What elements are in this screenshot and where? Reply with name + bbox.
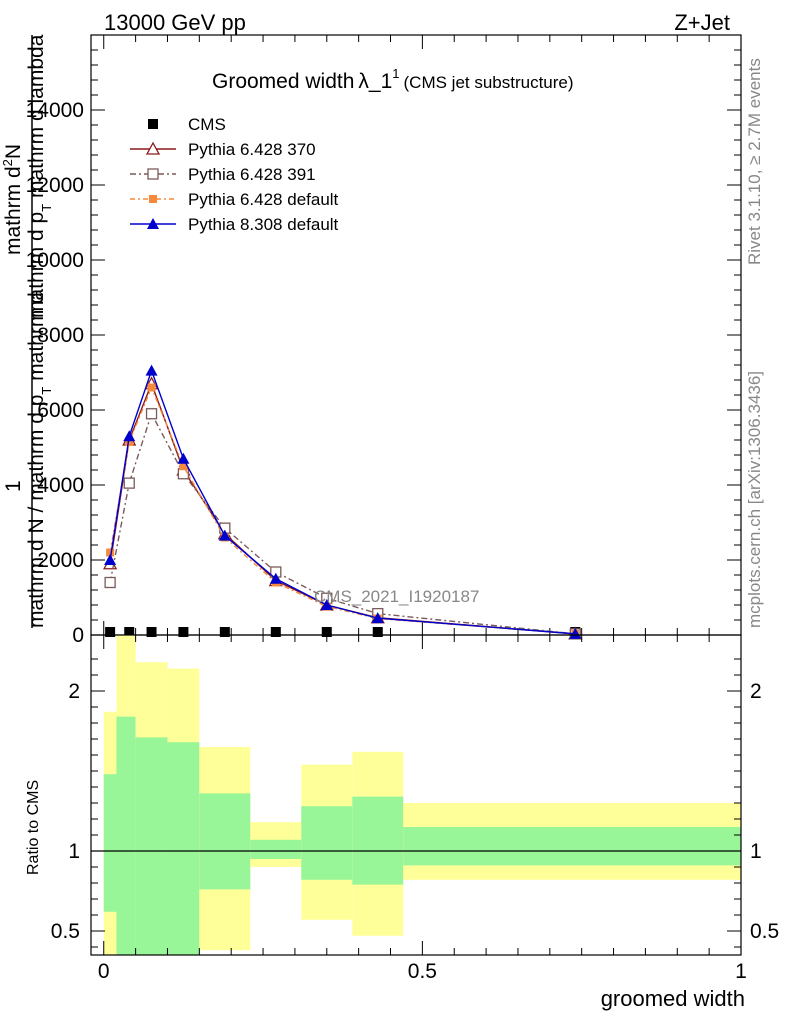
main-ytick-label: 14000 (26, 99, 84, 122)
ratio-plot-frame (90, 634, 742, 956)
data-point (106, 548, 115, 557)
ylabel-line2-b: mathrm d lambda (25, 34, 48, 204)
ratio-band-green (301, 806, 353, 880)
main-ytick-label: 6000 (37, 399, 84, 422)
ratio-band-green (403, 827, 741, 866)
ratio-band-green (116, 716, 136, 955)
data-point (146, 627, 157, 637)
legend-label: Pythia 6.428 default (188, 190, 339, 209)
data-point (123, 477, 135, 489)
ratio-ytick-label: 0.5 (51, 920, 80, 943)
header-right: Z+Jet (674, 10, 730, 35)
ratio-ytick-label: 1 (68, 840, 80, 863)
main-ytick-label: 12000 (26, 174, 84, 197)
ratio-axis-ticks (91, 635, 742, 955)
ylabel-denominator: mathrm d N / mathrm d pT mathrm d (25, 292, 54, 628)
ylabel-line1-sup: 2 (0, 159, 15, 166)
ratio-band-green (250, 839, 302, 859)
data-point (145, 364, 158, 376)
header-left: 13000 GeV pp (104, 10, 246, 35)
main-ylabel: 1 mathrm d2N mathrm d pT mathrm d lambda… (0, 34, 54, 628)
data-point (104, 576, 116, 589)
ratio-ytick-label-right: 0.5 (750, 920, 779, 943)
ratio-plot: 0 0.5 10.5 0.51 12 2 (51, 634, 779, 983)
main-ytick-label: 8000 (37, 324, 84, 347)
ratio-band-green (103, 774, 117, 912)
legend-marker (147, 168, 159, 180)
xtick-label: 1 (735, 960, 747, 983)
data-point (147, 383, 156, 392)
chart-title-suffix: (CMS jet substructure) (404, 73, 574, 92)
ratio-band-green (135, 737, 168, 955)
data-point (321, 627, 332, 637)
chart-title-text: Groomed width (212, 70, 354, 93)
data-point (320, 599, 333, 610)
main-plot: 0 2000 4000 6000 8000 10000 12000 14000 CMS_202… (26, 34, 742, 647)
data-point (372, 627, 383, 637)
data-point (123, 430, 136, 442)
x-axis-label: groomed width (601, 986, 745, 1011)
ratio-bands (91, 635, 741, 955)
ylabel-line1-a: mathrm d (2, 166, 25, 255)
legend-label: Pythia 6.428 391 (188, 165, 316, 184)
main-ytick-label: 4000 (37, 474, 84, 497)
xtick-label: 0 (98, 960, 110, 983)
data-point (104, 554, 117, 565)
ylabel-den-sub: T (39, 387, 54, 395)
ylabel-den-a: mathrm d N / mathrm d p (25, 395, 48, 628)
main-ytick-label: 10000 (26, 249, 84, 272)
ratio-band-green (199, 793, 251, 890)
ylabel-line2-sub: T (39, 204, 54, 212)
legend-marker (145, 141, 161, 155)
chart-title-symbol: λ_1 (358, 70, 392, 93)
xtick-label: 0.5 (408, 960, 437, 983)
ylabel-line1: mathrm d2N (0, 144, 25, 255)
legend-label: CMS (188, 115, 226, 134)
data-point (219, 627, 230, 637)
ratio-tick-labels: 0 0.5 10.5 0.51 12 2 (51, 680, 779, 983)
ylabel-line2: mathrm d pT mathrm d lambda (25, 34, 54, 318)
ylabel-one: 1 (2, 480, 25, 492)
main-series-group (103, 364, 583, 640)
ratio-band-green (167, 742, 200, 955)
legend-label: Pythia 8.308 default (188, 215, 339, 234)
mcplots-text: mcplots.cern.ch [arXiv:1306.3436] (745, 371, 764, 628)
data-point (124, 627, 135, 637)
data-point (269, 572, 282, 584)
data-point (179, 462, 188, 471)
data-point (125, 437, 134, 446)
legend-marker (147, 218, 159, 229)
ratio-band-green (352, 796, 404, 885)
main-ytick-label: 2000 (37, 549, 84, 572)
data-point (569, 627, 582, 639)
analysis-watermark: CMS_2021_I1920187 (314, 587, 479, 606)
data-point (178, 627, 189, 637)
data-point (105, 627, 116, 637)
data-point (177, 452, 190, 464)
ylabel-den-b: mathrm d (25, 292, 48, 387)
main-ytick-labels: 0 2000 4000 6000 8000 10000 12000 14000 (26, 99, 84, 647)
series-4 (104, 364, 582, 639)
ratio-ytick-label: 2 (68, 680, 80, 703)
chart-title: Groomed width λ_11 (CMS jet substructure) (212, 66, 574, 93)
legend-marker (149, 195, 157, 203)
rivet-version-text: Rivet 3.1.10, ≥ 2.7M events (745, 58, 764, 265)
ratio-ytick-label-right: 2 (750, 680, 762, 703)
data-point (371, 612, 384, 624)
chart-title-sup: 1 (392, 66, 399, 81)
data-point (145, 408, 158, 420)
ylabel-line1-b: N (2, 144, 25, 159)
legend: CMS Pythia 6.428 370 Pythia 6.428 391 Pythi… (130, 115, 339, 234)
legend-marker (148, 119, 158, 129)
ratio-ylabel: Ratio to CMS (25, 780, 42, 875)
ratio-ytick-label-right: 1 (750, 840, 762, 863)
legend-label: Pythia 6.428 370 (188, 140, 316, 159)
data-point (218, 529, 231, 541)
ylabel-line2-a: mathrm d p (25, 212, 48, 318)
main-ytick-label: 0 (72, 624, 84, 647)
data-point (270, 627, 281, 637)
